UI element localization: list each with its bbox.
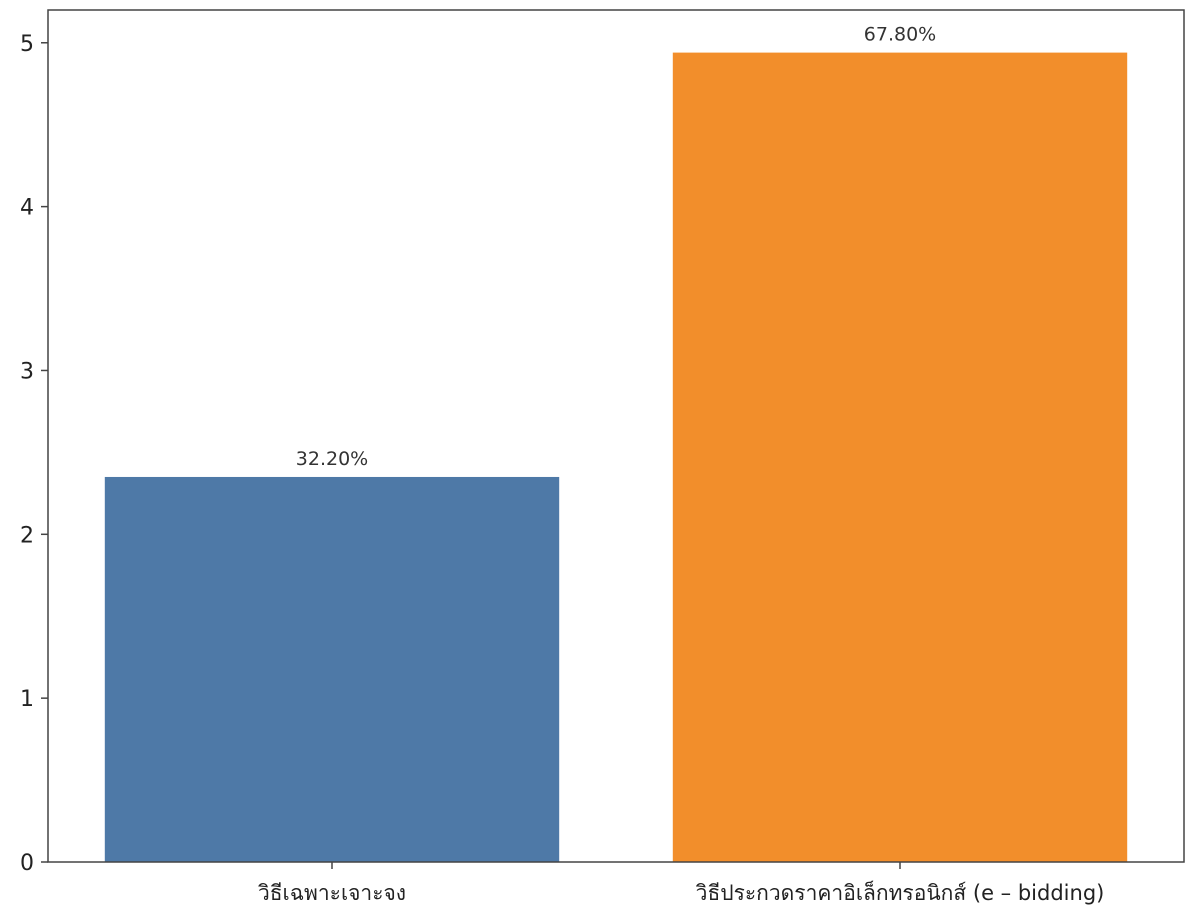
data-label-1: 32.20% bbox=[296, 448, 368, 470]
y-tick-label-1: 1 bbox=[20, 687, 34, 712]
bars-group bbox=[104, 52, 1128, 863]
x-tick-label-1: วิธีเฉพาะเจาะจง bbox=[258, 881, 406, 905]
data-label-2: 67.80% bbox=[864, 24, 936, 46]
x-axis: วิธีเฉพาะเจาะจง วิธีประกวดราคาอิเล็กทรอนิ… bbox=[258, 862, 1104, 905]
y-tick-label-3: 3 bbox=[20, 359, 34, 384]
data-labels-group: 32.20% 67.80% bbox=[296, 24, 936, 470]
y-tick-label-4: 4 bbox=[20, 196, 34, 221]
plot-frame bbox=[47, 9, 1185, 863]
bar-2 bbox=[672, 52, 1128, 863]
y-tick-label-2: 2 bbox=[20, 523, 34, 548]
bar-1 bbox=[104, 476, 560, 862]
x-tick-label-2: วิธีประกวดราคาอิเล็กทรอนิกส์ (e – biddin… bbox=[695, 879, 1104, 905]
y-tick-label-5: 5 bbox=[20, 32, 34, 57]
y-axis: 0 1 2 3 4 5 bbox=[20, 32, 48, 876]
y-tick-label-0: 0 bbox=[20, 851, 34, 876]
